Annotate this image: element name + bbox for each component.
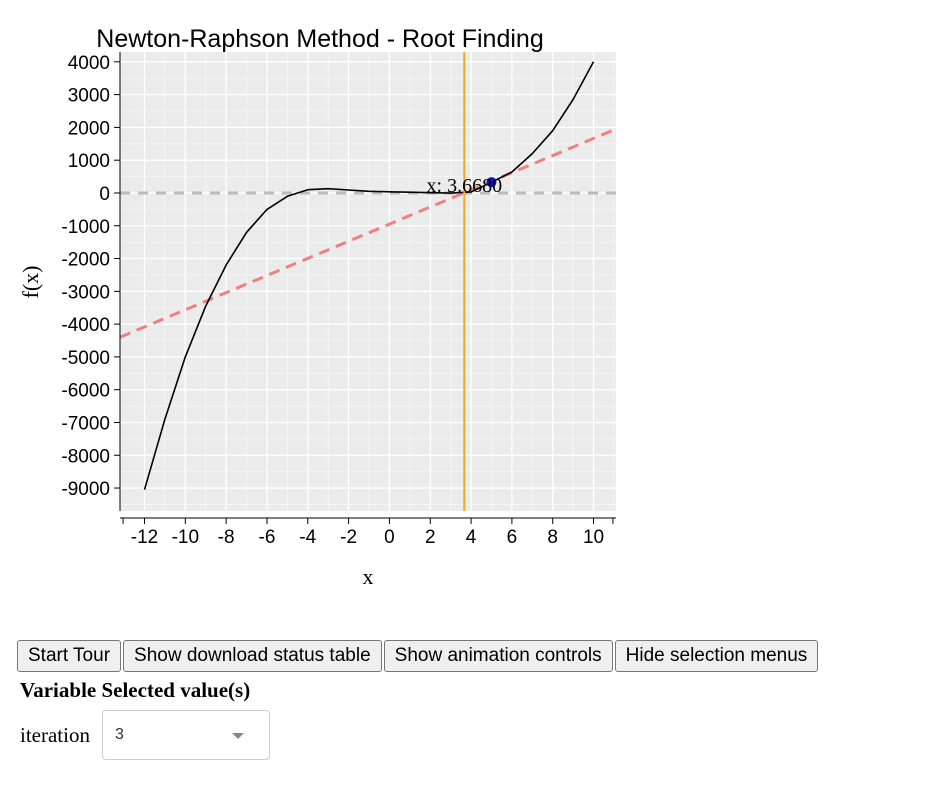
function-curve [143, 61, 595, 490]
iteration-select[interactable]: 3 [101, 710, 270, 760]
y-tick-label: 4000 [68, 53, 110, 74]
chart-title: Newton-Raphson Method - Root Finding [96, 25, 543, 53]
toolbar: Start Tour Show download status table Sh… [17, 640, 819, 672]
x-tick-label: 6 [507, 527, 518, 548]
start-tour-button[interactable]: Start Tour [17, 640, 122, 672]
show-animation-controls-button[interactable]: Show animation controls [383, 640, 613, 672]
y-axis-ticks: 4000 3000 2000 1000 0 -1000 -2000 -3000 -4000 -50… [61, 53, 120, 500]
x-axis-ticks: -12 -10 -8 -6 -4 -2 0 2 4 6 8 10 [122, 518, 614, 548]
variable-name: iteration [20, 722, 90, 747]
hide-selection-menus-button[interactable]: Hide selection menus [614, 640, 819, 672]
current-point [486, 177, 497, 188]
x-tick-label: -4 [299, 527, 316, 548]
grid-lines [120, 52, 616, 511]
y-tick-label: 3000 [68, 86, 110, 107]
x-tick-label: 0 [384, 527, 395, 548]
x-tick-label: 8 [547, 527, 558, 548]
x-tick-label: 4 [466, 527, 477, 548]
x-tick-label: -2 [340, 527, 357, 548]
chevron-down-icon[interactable] [231, 733, 244, 739]
iteration-select-value: 3 [114, 726, 124, 743]
y-tick-label: 1000 [68, 151, 110, 172]
x-tick-label: -6 [259, 527, 276, 548]
x-tick-label: -12 [131, 527, 158, 548]
y-tick-label: -5000 [61, 348, 110, 369]
y-tick-label: -8000 [61, 446, 110, 467]
x-tick-label: 10 [583, 527, 604, 548]
y-tick-label: -2000 [61, 250, 110, 271]
y-tick-label: -1000 [61, 217, 110, 238]
y-tick-label: -9000 [61, 479, 110, 500]
newton-raphson-chart: Newton-Raphson Method - Root Finding x: … [18, 25, 617, 589]
y-tick-label: 2000 [68, 118, 110, 139]
y-tick-label: -4000 [61, 315, 110, 336]
x-tick-label: 2 [425, 527, 436, 548]
show-download-status-button[interactable]: Show download status table [123, 640, 382, 672]
selection-table: Variable Selected value(s) iteration 3 [20, 676, 270, 766]
y-axis-label: f(x) [18, 266, 43, 299]
y-tick-label: 0 [99, 184, 110, 205]
plot-content: x: 3.6680 [119, 52, 617, 511]
plot-background [120, 52, 616, 511]
selection-header: Variable Selected value(s) [20, 677, 251, 702]
x-value-annotation: x: 3.6680 [427, 175, 503, 197]
x-tick-label: -8 [218, 527, 235, 548]
x-tick-label: -10 [172, 527, 199, 548]
y-tick-label: -7000 [61, 413, 110, 434]
y-tick-label: -3000 [61, 282, 110, 303]
y-tick-label: -6000 [61, 381, 110, 402]
x-axis-label: x [363, 564, 374, 589]
